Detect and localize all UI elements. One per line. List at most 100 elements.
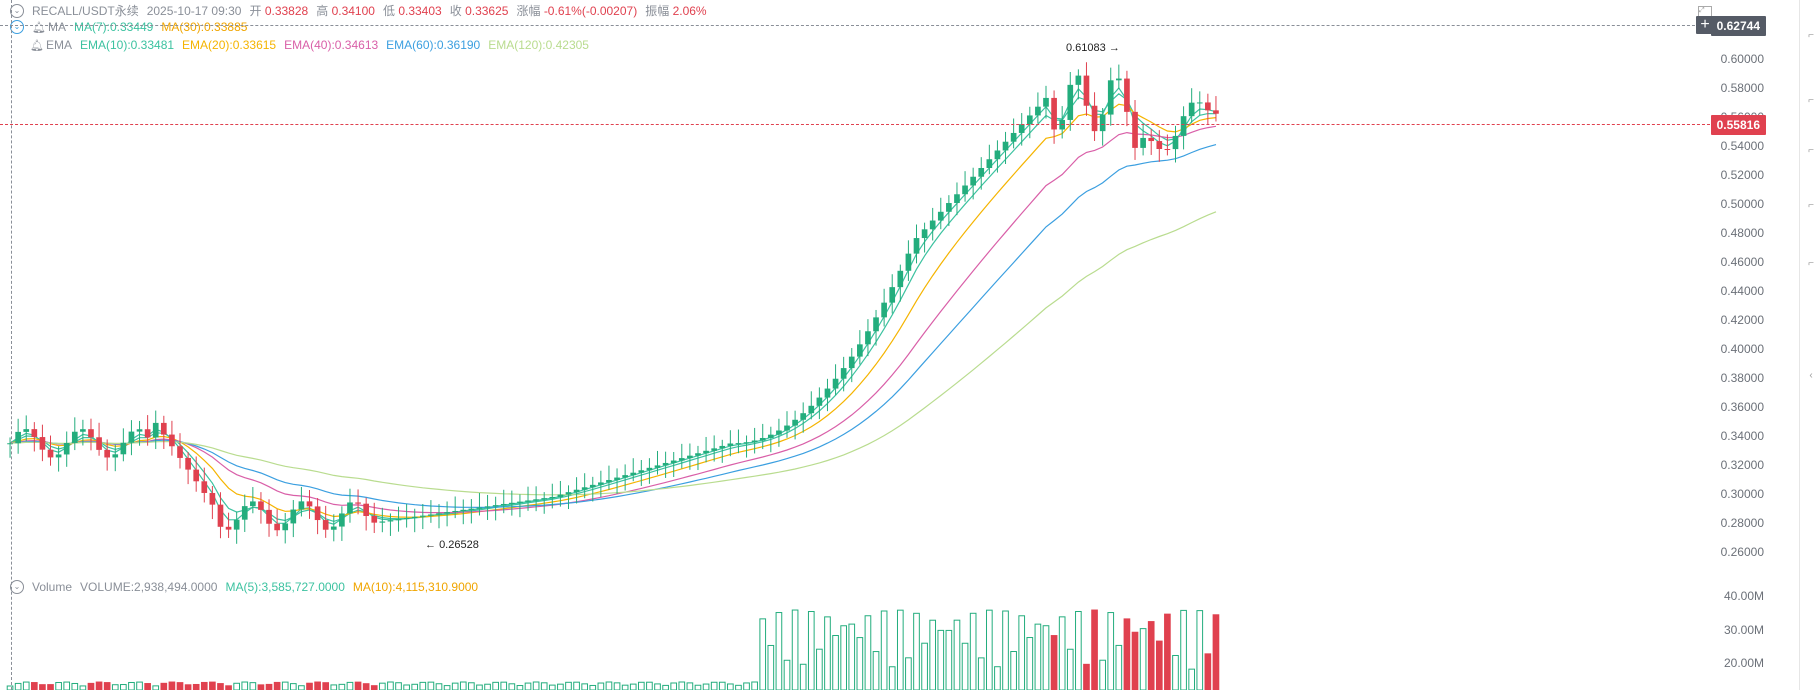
candle[interactable] — [557, 494, 564, 497]
candle[interactable] — [63, 443, 70, 455]
candle[interactable] — [104, 449, 110, 458]
candle[interactable] — [1205, 102, 1211, 111]
candle[interactable] — [735, 443, 742, 445]
candle[interactable] — [347, 502, 353, 514]
candle[interactable] — [865, 331, 871, 345]
candle[interactable] — [719, 445, 726, 449]
candle[interactable] — [759, 437, 766, 441]
candle[interactable] — [824, 388, 831, 398]
candle[interactable] — [881, 302, 887, 318]
candle[interactable] — [897, 270, 904, 288]
candle[interactable] — [921, 229, 928, 239]
collapse-panel-icon[interactable]: ‹ — [1809, 370, 1813, 381]
candle[interactable] — [233, 519, 240, 530]
collapse-icon[interactable]: ⌄ — [10, 3, 24, 18]
candle[interactable] — [792, 419, 798, 426]
candle[interactable] — [1099, 114, 1106, 132]
candle[interactable] — [403, 517, 410, 520]
candle[interactable] — [994, 150, 1001, 160]
candle[interactable] — [598, 482, 604, 485]
candle[interactable] — [581, 487, 588, 490]
candle[interactable] — [848, 356, 855, 369]
candle[interactable] — [1164, 148, 1171, 150]
candle[interactable] — [1172, 135, 1179, 150]
candle[interactable] — [160, 422, 167, 435]
candle[interactable] — [258, 501, 264, 510]
candle[interactable] — [857, 344, 863, 357]
candle[interactable] — [816, 397, 823, 406]
candle[interactable] — [120, 442, 127, 455]
candle[interactable] — [355, 502, 361, 504]
candle[interactable] — [31, 429, 38, 438]
candle[interactable] — [144, 429, 151, 438]
candle[interactable] — [913, 238, 920, 254]
candle[interactable] — [986, 159, 993, 168]
candle[interactable] — [371, 516, 378, 523]
collapse-icon[interactable]: ⌄ — [10, 580, 24, 594]
candle[interactable] — [15, 431, 21, 444]
candle[interactable] — [128, 431, 135, 443]
candle[interactable] — [606, 479, 612, 483]
candle[interactable] — [703, 450, 709, 454]
candle[interactable] — [840, 368, 847, 379]
candle[interactable] — [1188, 102, 1195, 117]
candle[interactable] — [460, 509, 467, 511]
candle[interactable] — [330, 526, 337, 530]
candle[interactable] — [1010, 132, 1017, 142]
candle[interactable] — [873, 317, 879, 332]
candle[interactable] — [832, 378, 839, 389]
candle[interactable] — [614, 477, 620, 480]
candle[interactable] — [452, 510, 459, 513]
candle[interactable] — [436, 513, 442, 515]
candle[interactable] — [274, 523, 280, 531]
candle[interactable] — [687, 455, 693, 459]
candle[interactable] — [962, 185, 968, 195]
candle[interactable] — [509, 502, 515, 504]
candle[interactable] — [1196, 102, 1203, 104]
candle[interactable] — [476, 507, 483, 509]
candle[interactable] — [638, 470, 645, 473]
candle[interactable] — [468, 508, 475, 510]
candle[interactable] — [525, 500, 531, 502]
candle[interactable] — [978, 167, 985, 177]
candlestick-chart[interactable] — [0, 0, 1740, 690]
candle[interactable] — [39, 437, 46, 450]
candle[interactable] — [565, 492, 572, 495]
collapse-icon[interactable]: ⌄ — [10, 20, 24, 34]
bell-icon[interactable]: 🔔︎ — [32, 21, 46, 34]
candle[interactable] — [500, 503, 507, 506]
candle[interactable] — [339, 513, 345, 527]
toolbar-tool-icon[interactable]: ⌐ — [1808, 30, 1814, 41]
candle[interactable] — [929, 220, 936, 230]
candle[interactable] — [1156, 141, 1163, 149]
candle[interactable] — [80, 429, 86, 432]
candle[interactable] — [670, 460, 677, 463]
candle[interactable] — [1002, 141, 1009, 151]
candle[interactable] — [1035, 106, 1041, 116]
candle[interactable] — [47, 449, 54, 458]
candle[interactable] — [743, 442, 750, 444]
candle[interactable] — [905, 253, 912, 271]
candle[interactable] — [533, 499, 539, 501]
candle[interactable] — [678, 458, 685, 461]
candle[interactable] — [751, 440, 758, 443]
candle[interactable] — [954, 194, 960, 204]
candle[interactable] — [1148, 137, 1155, 142]
candle[interactable] — [71, 431, 78, 444]
candle[interactable] — [1116, 78, 1122, 81]
candle[interactable] — [1067, 84, 1074, 120]
toolbar-tool-icon[interactable]: ⌐ — [1808, 95, 1814, 106]
candle[interactable] — [379, 521, 386, 523]
candle[interactable] — [517, 501, 523, 503]
candle[interactable] — [387, 520, 394, 522]
candle[interactable] — [1213, 110, 1219, 114]
candle[interactable] — [808, 405, 815, 414]
candle[interactable] — [946, 203, 952, 212]
candle[interactable] — [96, 437, 102, 450]
candle[interactable] — [1026, 115, 1033, 125]
candle[interactable] — [1051, 97, 1057, 130]
bell-icon[interactable]: 🔔︎ — [30, 39, 44, 52]
candle[interactable] — [298, 501, 305, 510]
candle[interactable] — [784, 425, 790, 431]
candle[interactable] — [937, 211, 944, 221]
